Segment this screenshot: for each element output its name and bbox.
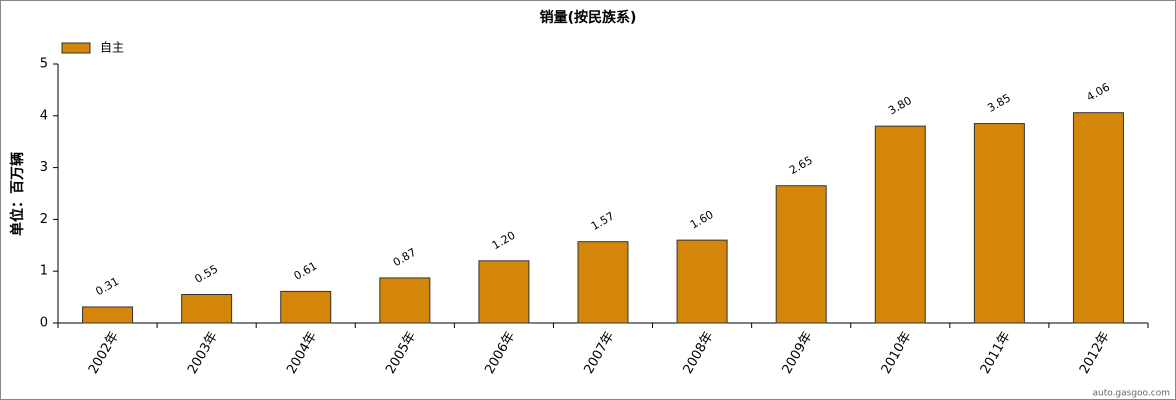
y-tick-label: 3: [40, 160, 48, 175]
watermark: auto.gasgoo.com: [1092, 389, 1170, 399]
y-tick-label: 5: [40, 57, 48, 72]
bar: [478, 260, 530, 324]
bar: [82, 306, 134, 324]
bar: [775, 185, 827, 324]
y-axis-label: 单位：百万辆: [9, 152, 26, 236]
bar: [973, 123, 1025, 324]
bar: [676, 239, 728, 324]
bar: [577, 241, 629, 324]
bar: [1072, 112, 1124, 324]
bar: [280, 290, 332, 324]
chart-title: 销量(按民族系): [540, 9, 637, 26]
y-tick-label: 1: [40, 264, 48, 279]
y-tick-label: 4: [40, 108, 48, 123]
y-tick-label: 0: [40, 316, 48, 331]
bar: [181, 294, 233, 324]
legend-label: 自主: [100, 41, 124, 55]
bar: [874, 125, 926, 324]
legend-swatch: [61, 42, 91, 54]
bar: [379, 277, 431, 324]
y-tick-label: 2: [40, 212, 48, 227]
